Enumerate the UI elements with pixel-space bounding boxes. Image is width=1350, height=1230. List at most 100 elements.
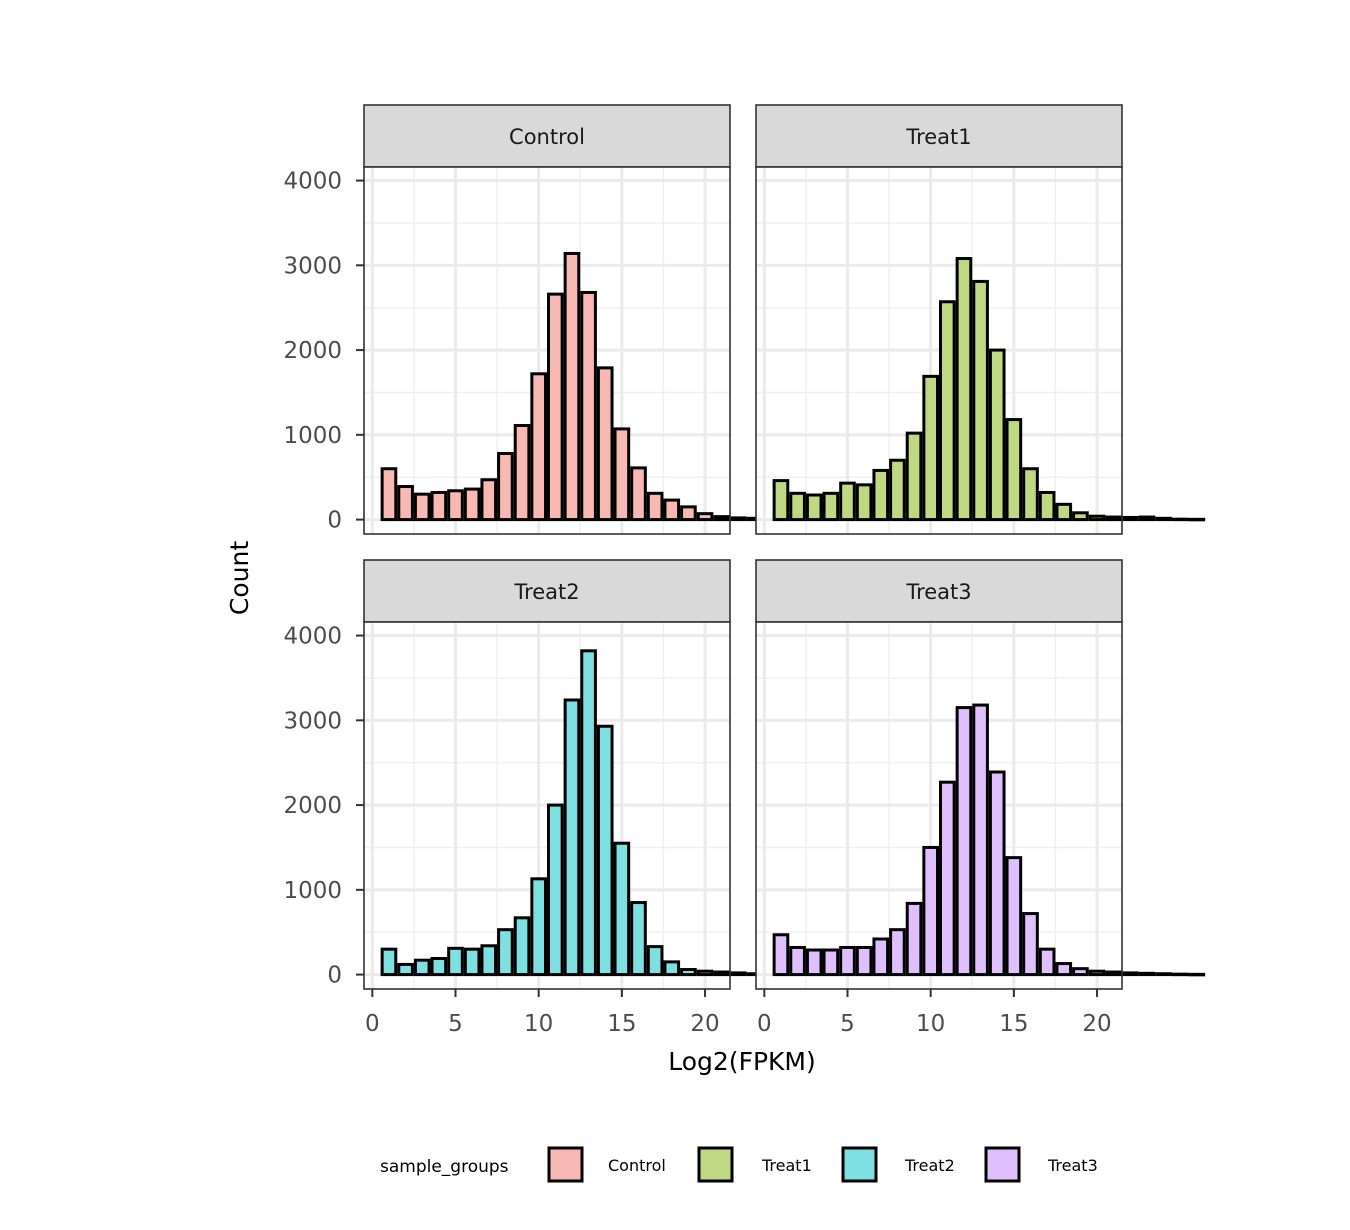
histogram-bar: [972, 703, 989, 977]
y-tick-label: 4000: [283, 624, 342, 650]
histogram-bar: [805, 493, 823, 522]
legend-label-treat2: Treat2: [904, 1156, 955, 1175]
histogram-bar: [922, 374, 940, 522]
histogram-bar: [380, 947, 398, 977]
histogram-bar: [463, 487, 481, 522]
y-tick-label: 0: [327, 508, 342, 534]
histogram-bar: [530, 372, 548, 522]
histogram-bar: [955, 706, 973, 977]
legend-key-treat3: [984, 1146, 1021, 1183]
histogram-bar: [646, 945, 664, 977]
panel-treat2: Treat2 0 1000 2000 3000 4000 0 5 10 15 20: [283, 559, 814, 1037]
histogram-bar: [988, 348, 1006, 522]
histogram-bar: [905, 431, 923, 522]
histogram-bar: [1171, 517, 1189, 522]
histogram-bar: [546, 292, 564, 522]
histogram-bar: [872, 937, 890, 977]
histogram-bar: [1105, 515, 1123, 522]
histogram-bar: [1121, 971, 1139, 977]
histogram-bar: [497, 451, 514, 522]
histogram-bar: [839, 481, 856, 522]
histogram-bar: [1138, 971, 1156, 977]
histogram-bar: [772, 479, 790, 522]
histogram-bar: [772, 933, 790, 977]
histogram-bar: [1005, 418, 1023, 522]
histogram-bar: [563, 251, 581, 522]
facet-strip-label: Treat3: [905, 580, 971, 604]
histogram-bar: [663, 498, 681, 522]
histogram-bar: [1022, 912, 1039, 977]
histogram-bar: [696, 969, 714, 977]
histogram-bar: [822, 948, 840, 977]
histogram-bar: [1188, 517, 1206, 522]
histogram-bar: [713, 970, 731, 977]
histogram-bar: [938, 300, 956, 522]
y-tick-label: 1000: [283, 878, 342, 904]
histogram-bar: [447, 946, 464, 977]
histogram-bar: [447, 489, 464, 522]
panel-control: Control 0 1000 2000 3000 4000: [283, 104, 814, 535]
histogram-bar: [1072, 967, 1089, 977]
facet-strip: [755, 104, 1123, 168]
legend-label-treat3: Treat3: [1047, 1156, 1098, 1175]
histogram-bar: [613, 427, 631, 522]
histogram-bar: [1105, 970, 1123, 977]
y-tick-label: 2000: [283, 338, 342, 364]
x-axis-title: Log2(FPKM): [668, 1047, 816, 1076]
histogram-bar: [513, 916, 531, 977]
histogram-bar: [1005, 856, 1023, 977]
facet-strip: [363, 559, 731, 623]
histogram-bar: [630, 901, 647, 977]
histogram-bar: [1138, 515, 1156, 522]
histogram-bar: [497, 928, 514, 977]
histogram-bar: [430, 956, 448, 977]
histogram-bar: [397, 962, 414, 977]
histogram-bar: [839, 945, 856, 977]
histogram-bar: [729, 971, 747, 977]
panel-treat1: Treat1: [755, 104, 1206, 535]
x-tick-label: 20: [690, 1011, 719, 1037]
histogram-bar: [922, 845, 940, 977]
y-tick-label: 2000: [283, 793, 342, 819]
histogram-bar: [630, 466, 647, 522]
x-tick-label: 5: [448, 1011, 463, 1037]
histogram-bar: [729, 516, 747, 522]
histogram-bar: [696, 512, 714, 522]
histogram-bar: [563, 698, 581, 977]
legend: sample_groups Control Treat1 Treat2 Treat3: [380, 1146, 1098, 1183]
legend-key-control: [547, 1146, 584, 1183]
histogram-bar: [1055, 962, 1073, 977]
histogram-bar: [1155, 516, 1172, 522]
histogram-bar: [1171, 972, 1189, 977]
legend-title: sample_groups: [380, 1157, 509, 1177]
histogram-bar: [855, 483, 873, 522]
histogram-bar: [1155, 972, 1172, 977]
histogram-bar: [463, 947, 481, 977]
histogram-bar: [646, 491, 664, 522]
legend-key-treat1: [697, 1146, 734, 1183]
facet-panels: Control01000200030004000Treat1Treat20100…: [283, 104, 1206, 1037]
legend-label-control: Control: [608, 1156, 666, 1175]
y-tick-label: 3000: [283, 708, 342, 734]
y-axis-title: Count: [225, 541, 254, 615]
legend-label-treat1: Treat1: [761, 1156, 812, 1175]
histogram-bar: [889, 928, 906, 977]
histogram-bar: [480, 478, 498, 522]
facet-strip-label: Treat1: [905, 125, 971, 149]
histogram-bar: [380, 467, 398, 522]
histogram-bar: [1188, 972, 1206, 977]
facet-strip: [363, 104, 731, 168]
histogram-bar: [663, 960, 681, 977]
histogram-bar: [872, 468, 890, 522]
histogram-bar: [1088, 514, 1106, 522]
histogram-bar: [1038, 490, 1056, 522]
histogram-bar: [530, 877, 548, 977]
histogram-bar: [972, 279, 989, 522]
panel-treat3: Treat3 0 5 10 15 20: [755, 559, 1206, 1037]
histogram-bar: [613, 841, 631, 977]
histogram-bar: [938, 780, 956, 977]
y-tick-label: 0: [327, 963, 342, 989]
histogram-bar: [822, 491, 840, 522]
x-tick-label: 0: [365, 1011, 380, 1037]
